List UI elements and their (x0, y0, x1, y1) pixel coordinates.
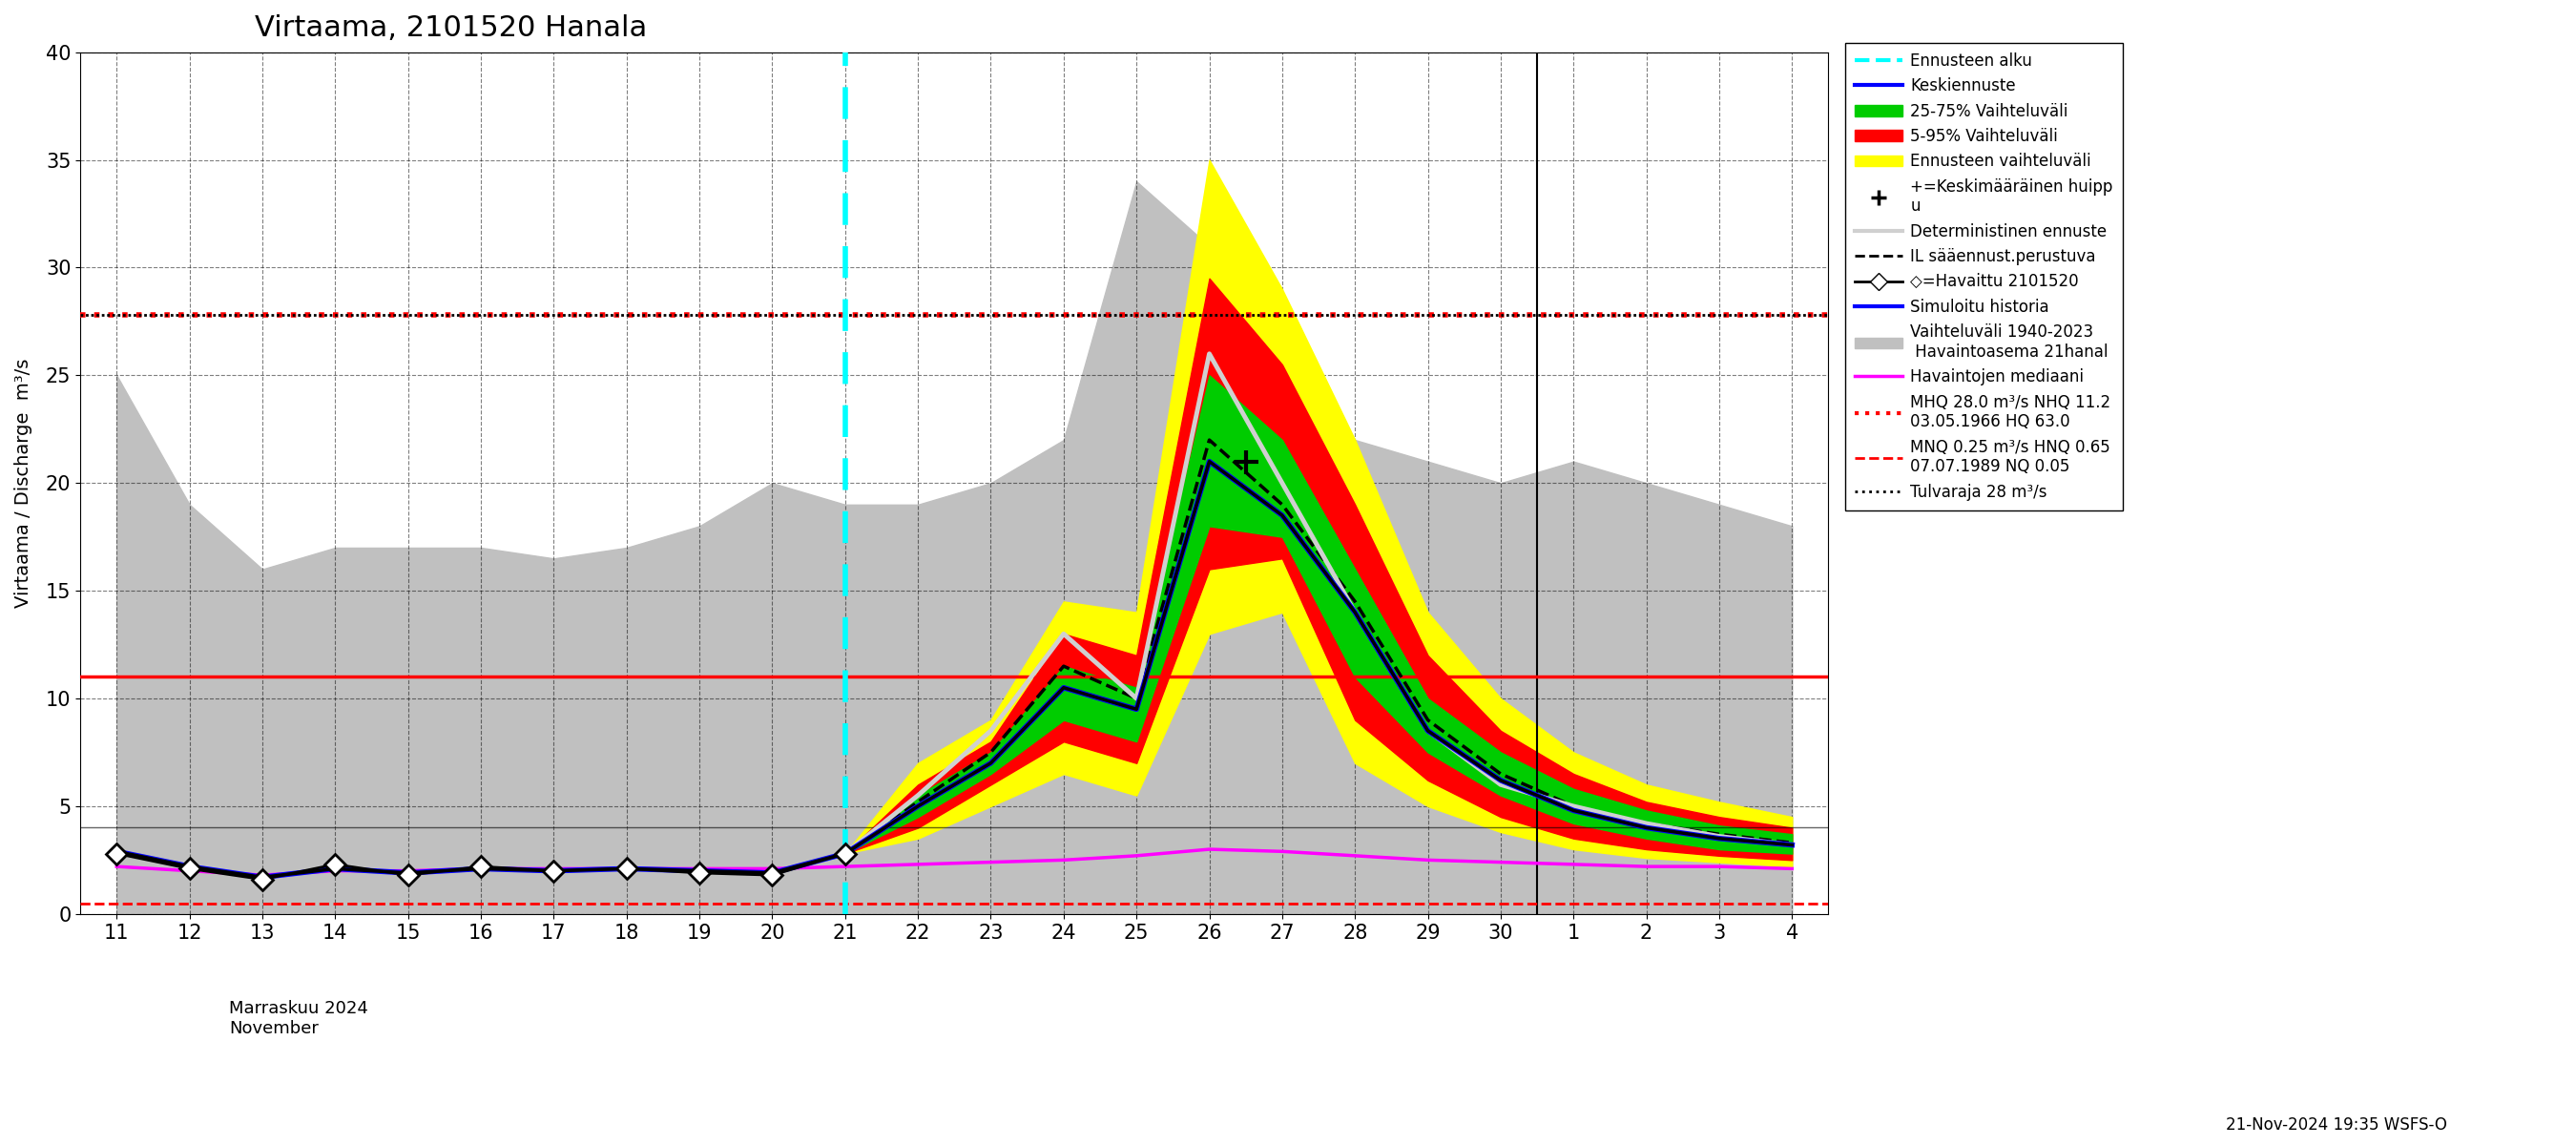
Text: Virtaama, 2101520 Hanala: Virtaama, 2101520 Hanala (255, 14, 647, 42)
Legend: Ennusteen alku, Keskiennuste, 25-75% Vaihteluväli, 5-95% Vaihteluväli, Ennusteen: Ennusteen alku, Keskiennuste, 25-75% Vai… (1844, 42, 2123, 511)
Y-axis label: Virtaama / Discharge  m³/s: Virtaama / Discharge m³/s (15, 358, 33, 608)
Text: 21-Nov-2024 19:35 WSFS-O: 21-Nov-2024 19:35 WSFS-O (2226, 1116, 2447, 1134)
Text: Marraskuu 2024
November: Marraskuu 2024 November (229, 1000, 368, 1037)
